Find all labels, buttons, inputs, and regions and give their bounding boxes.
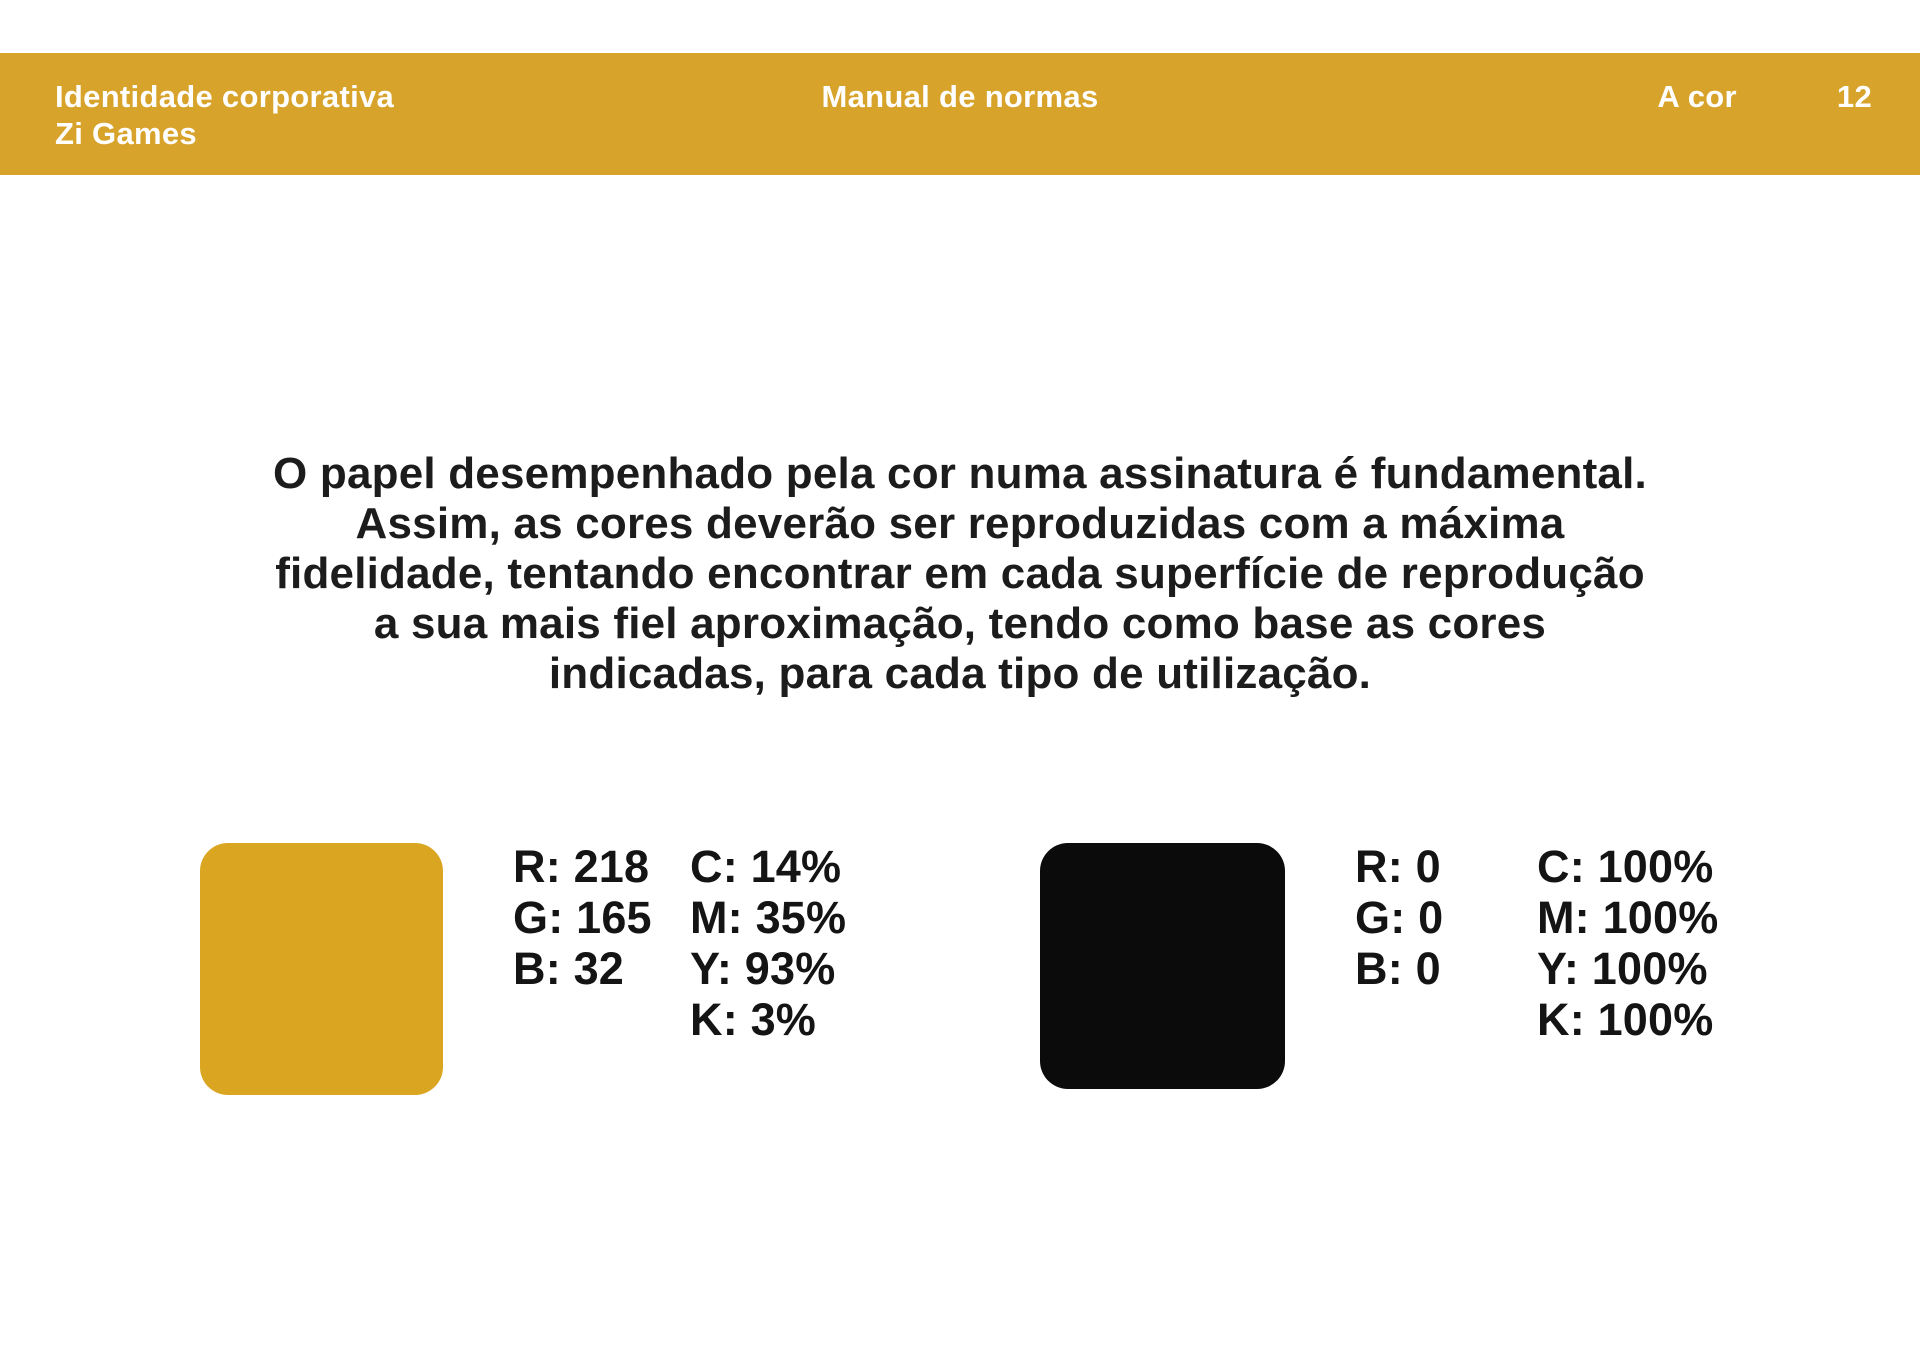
manual-title: Manual de normas (821, 79, 1099, 114)
header-right: A cor 12 (1657, 78, 1872, 115)
black-rgb-b: B: 0 (1355, 943, 1441, 994)
gold-cmyk-c: C: 14% (690, 841, 842, 892)
gold-cmyk-y: Y: 93% (690, 943, 836, 994)
intro-line: Assim, as cores deverão ser reproduzidas… (355, 499, 1565, 548)
gold-rgb-values: R: 218 G: 165 B: 32 (513, 841, 652, 994)
intro-line: fidelidade, tentando encontrar em cada s… (275, 549, 1645, 598)
black-cmyk-k: K: 100% (1537, 994, 1714, 1045)
intro-line: indicadas, para cada tipo de utilização. (548, 649, 1372, 698)
gold-cmyk-values: C: 14% M: 35% Y: 93% K: 3% (690, 841, 846, 1045)
gold-cmyk-k: K: 3% (690, 994, 817, 1045)
document-title-line1: Identidade corporativa (55, 79, 395, 114)
black-rgb-r: R: 0 (1355, 841, 1441, 892)
gold-color-swatch (200, 843, 443, 1095)
black-rgb-values: R: 0 G: 0 B: 0 (1355, 841, 1443, 994)
intro-line: O papel desempenhado pela cor numa assin… (273, 449, 1647, 498)
black-cmyk-y: Y: 100% (1537, 943, 1708, 994)
gold-rgb-g: G: 165 (513, 892, 652, 943)
black-cmyk-values: C: 100% M: 100% Y: 100% K: 100% (1537, 841, 1718, 1045)
section-label: A cor (1657, 79, 1737, 114)
gold-cmyk-m: M: 35% (690, 892, 847, 943)
document-title-line2: Zi Games (55, 116, 197, 151)
black-color-swatch (1040, 843, 1285, 1089)
black-cmyk-c: C: 100% (1537, 841, 1714, 892)
page-number: 12 (1836, 79, 1872, 114)
gold-rgb-b: B: 32 (513, 943, 625, 994)
intro-paragraph: O papel desempenhado pela cor numa assin… (0, 449, 1920, 699)
black-rgb-g: G: 0 (1355, 892, 1444, 943)
black-cmyk-m: M: 100% (1537, 892, 1719, 943)
gold-rgb-r: R: 218 (513, 841, 650, 892)
document-title: Identidade corporativa Zi Games (55, 78, 394, 152)
header-bar: Identidade corporativa Zi Games Manual d… (0, 53, 1920, 175)
intro-line: a sua mais fiel aproximação, tendo como … (373, 599, 1547, 648)
